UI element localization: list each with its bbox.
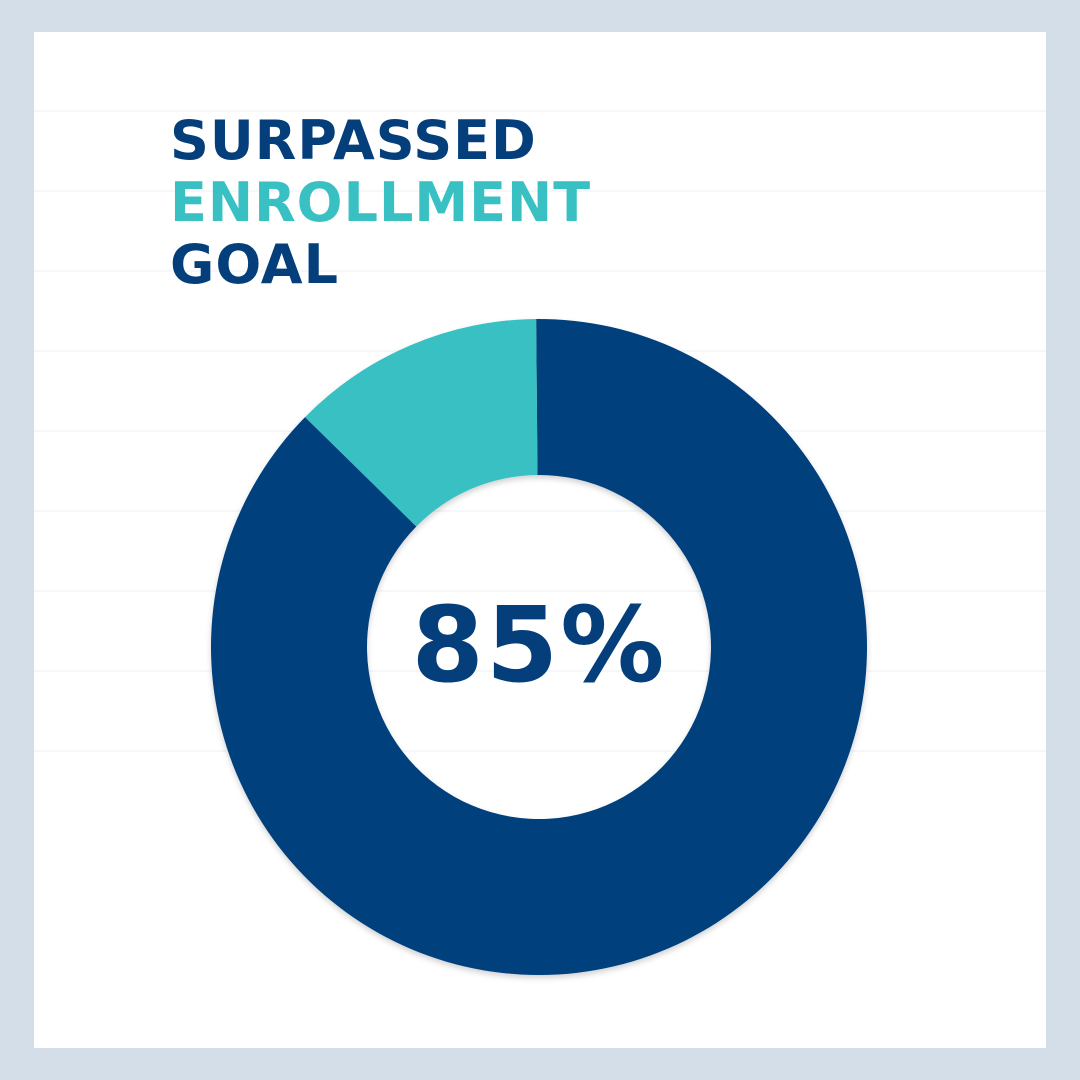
title-line-goal: GOAL	[170, 233, 339, 296]
donut-center-value: 85%	[411, 584, 667, 706]
infographic-card: SURPASSED ENROLLMENT GOAL 85%	[34, 32, 1046, 1048]
background-gridline	[34, 190, 1046, 192]
background-gridline	[34, 510, 1046, 512]
background-gridline	[34, 110, 1046, 112]
background-gridline	[34, 750, 1046, 752]
background-gridline	[34, 270, 1046, 272]
background-gridline	[34, 670, 1046, 672]
donut-slice-0	[211, 319, 868, 975]
title-line-enrollment: ENROLLMENT	[170, 171, 592, 234]
donut-chart	[211, 319, 868, 975]
chart-title: SURPASSED ENROLLMENT GOAL	[170, 110, 591, 296]
background-gridline	[34, 590, 1046, 592]
title-line-surpassed: SURPASSED	[170, 109, 537, 172]
donut-slice-1	[305, 319, 538, 527]
